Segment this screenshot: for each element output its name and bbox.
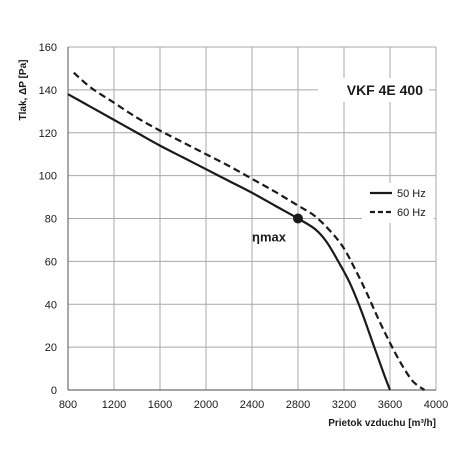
x-tick-label-2400: 2400: [240, 399, 264, 411]
x-axis-title: Prietok vzduchu [m³/h]: [328, 418, 436, 429]
legend-label-60hz: 60 Hz: [397, 207, 426, 219]
x-tick-label-800: 800: [59, 399, 77, 411]
legend: 50 Hz 60 Hz: [370, 188, 426, 219]
y-tick-label-40: 40: [45, 299, 57, 311]
x-tick-label-1600: 1600: [148, 399, 172, 411]
y-axis-title: Tlak, ΔP [Pa]: [18, 60, 29, 121]
y-tick-label-100: 100: [39, 171, 57, 183]
y-tick-label-80: 80: [45, 214, 57, 226]
x-tick-label-3600: 3600: [378, 399, 402, 411]
y-tick-label-60: 60: [45, 256, 57, 268]
y-tick-label-140: 140: [39, 85, 57, 97]
y-tick-label-120: 120: [39, 128, 57, 140]
legend-label-50hz: 50 Hz: [397, 188, 426, 200]
chart-title: VKF 4E 400: [347, 82, 423, 98]
x-tick-label-1200: 1200: [102, 399, 126, 411]
chart-title-background: [318, 78, 429, 102]
x-tick-label-3200: 3200: [332, 399, 356, 411]
y-tick-label-20: 20: [45, 342, 57, 354]
series-line-50hz: [67, 93, 392, 391]
legend-background: [362, 183, 434, 223]
x-tick-label-2800: 2800: [286, 399, 310, 411]
y-tick-label-0: 0: [51, 385, 57, 397]
eta-max-label: ηmax: [252, 230, 287, 245]
series-lines: [67, 71, 426, 391]
x-tick-label-2000: 2000: [194, 399, 218, 411]
eta-max-marker: [293, 213, 303, 224]
tick-labels: 800 1200 1600 2000 2400 2800 3200 3600 4000 0 20 40…: [39, 42, 449, 411]
series-line-60hz: [73, 71, 426, 391]
y-tick-label-160: 160: [39, 42, 57, 54]
annotations: ηmax: [252, 213, 303, 245]
grid: [67, 46, 437, 391]
x-tick-label-4000: 4000: [424, 399, 448, 411]
